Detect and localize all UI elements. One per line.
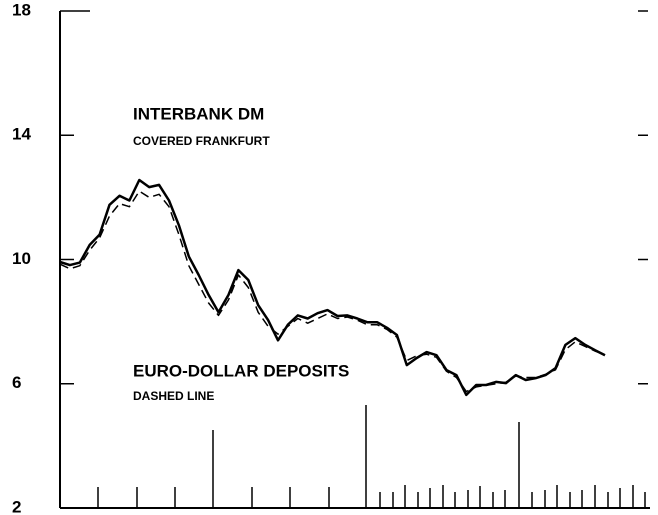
y-tick-label: 14 xyxy=(12,125,31,144)
y-tick-label: 6 xyxy=(12,373,21,392)
line-series xyxy=(59,190,606,393)
y-tick-label: 10 xyxy=(12,249,31,268)
series-label: EURO-DOLLAR DEPOSITS xyxy=(133,361,349,380)
annotation: DASHED LINE xyxy=(133,389,214,403)
annotation: COVERED FRANKFURT xyxy=(133,134,270,148)
y-tick-label: 2 xyxy=(12,497,21,515)
series-label: INTERBANK DM xyxy=(133,104,264,123)
y-tick-label: 18 xyxy=(12,0,31,19)
